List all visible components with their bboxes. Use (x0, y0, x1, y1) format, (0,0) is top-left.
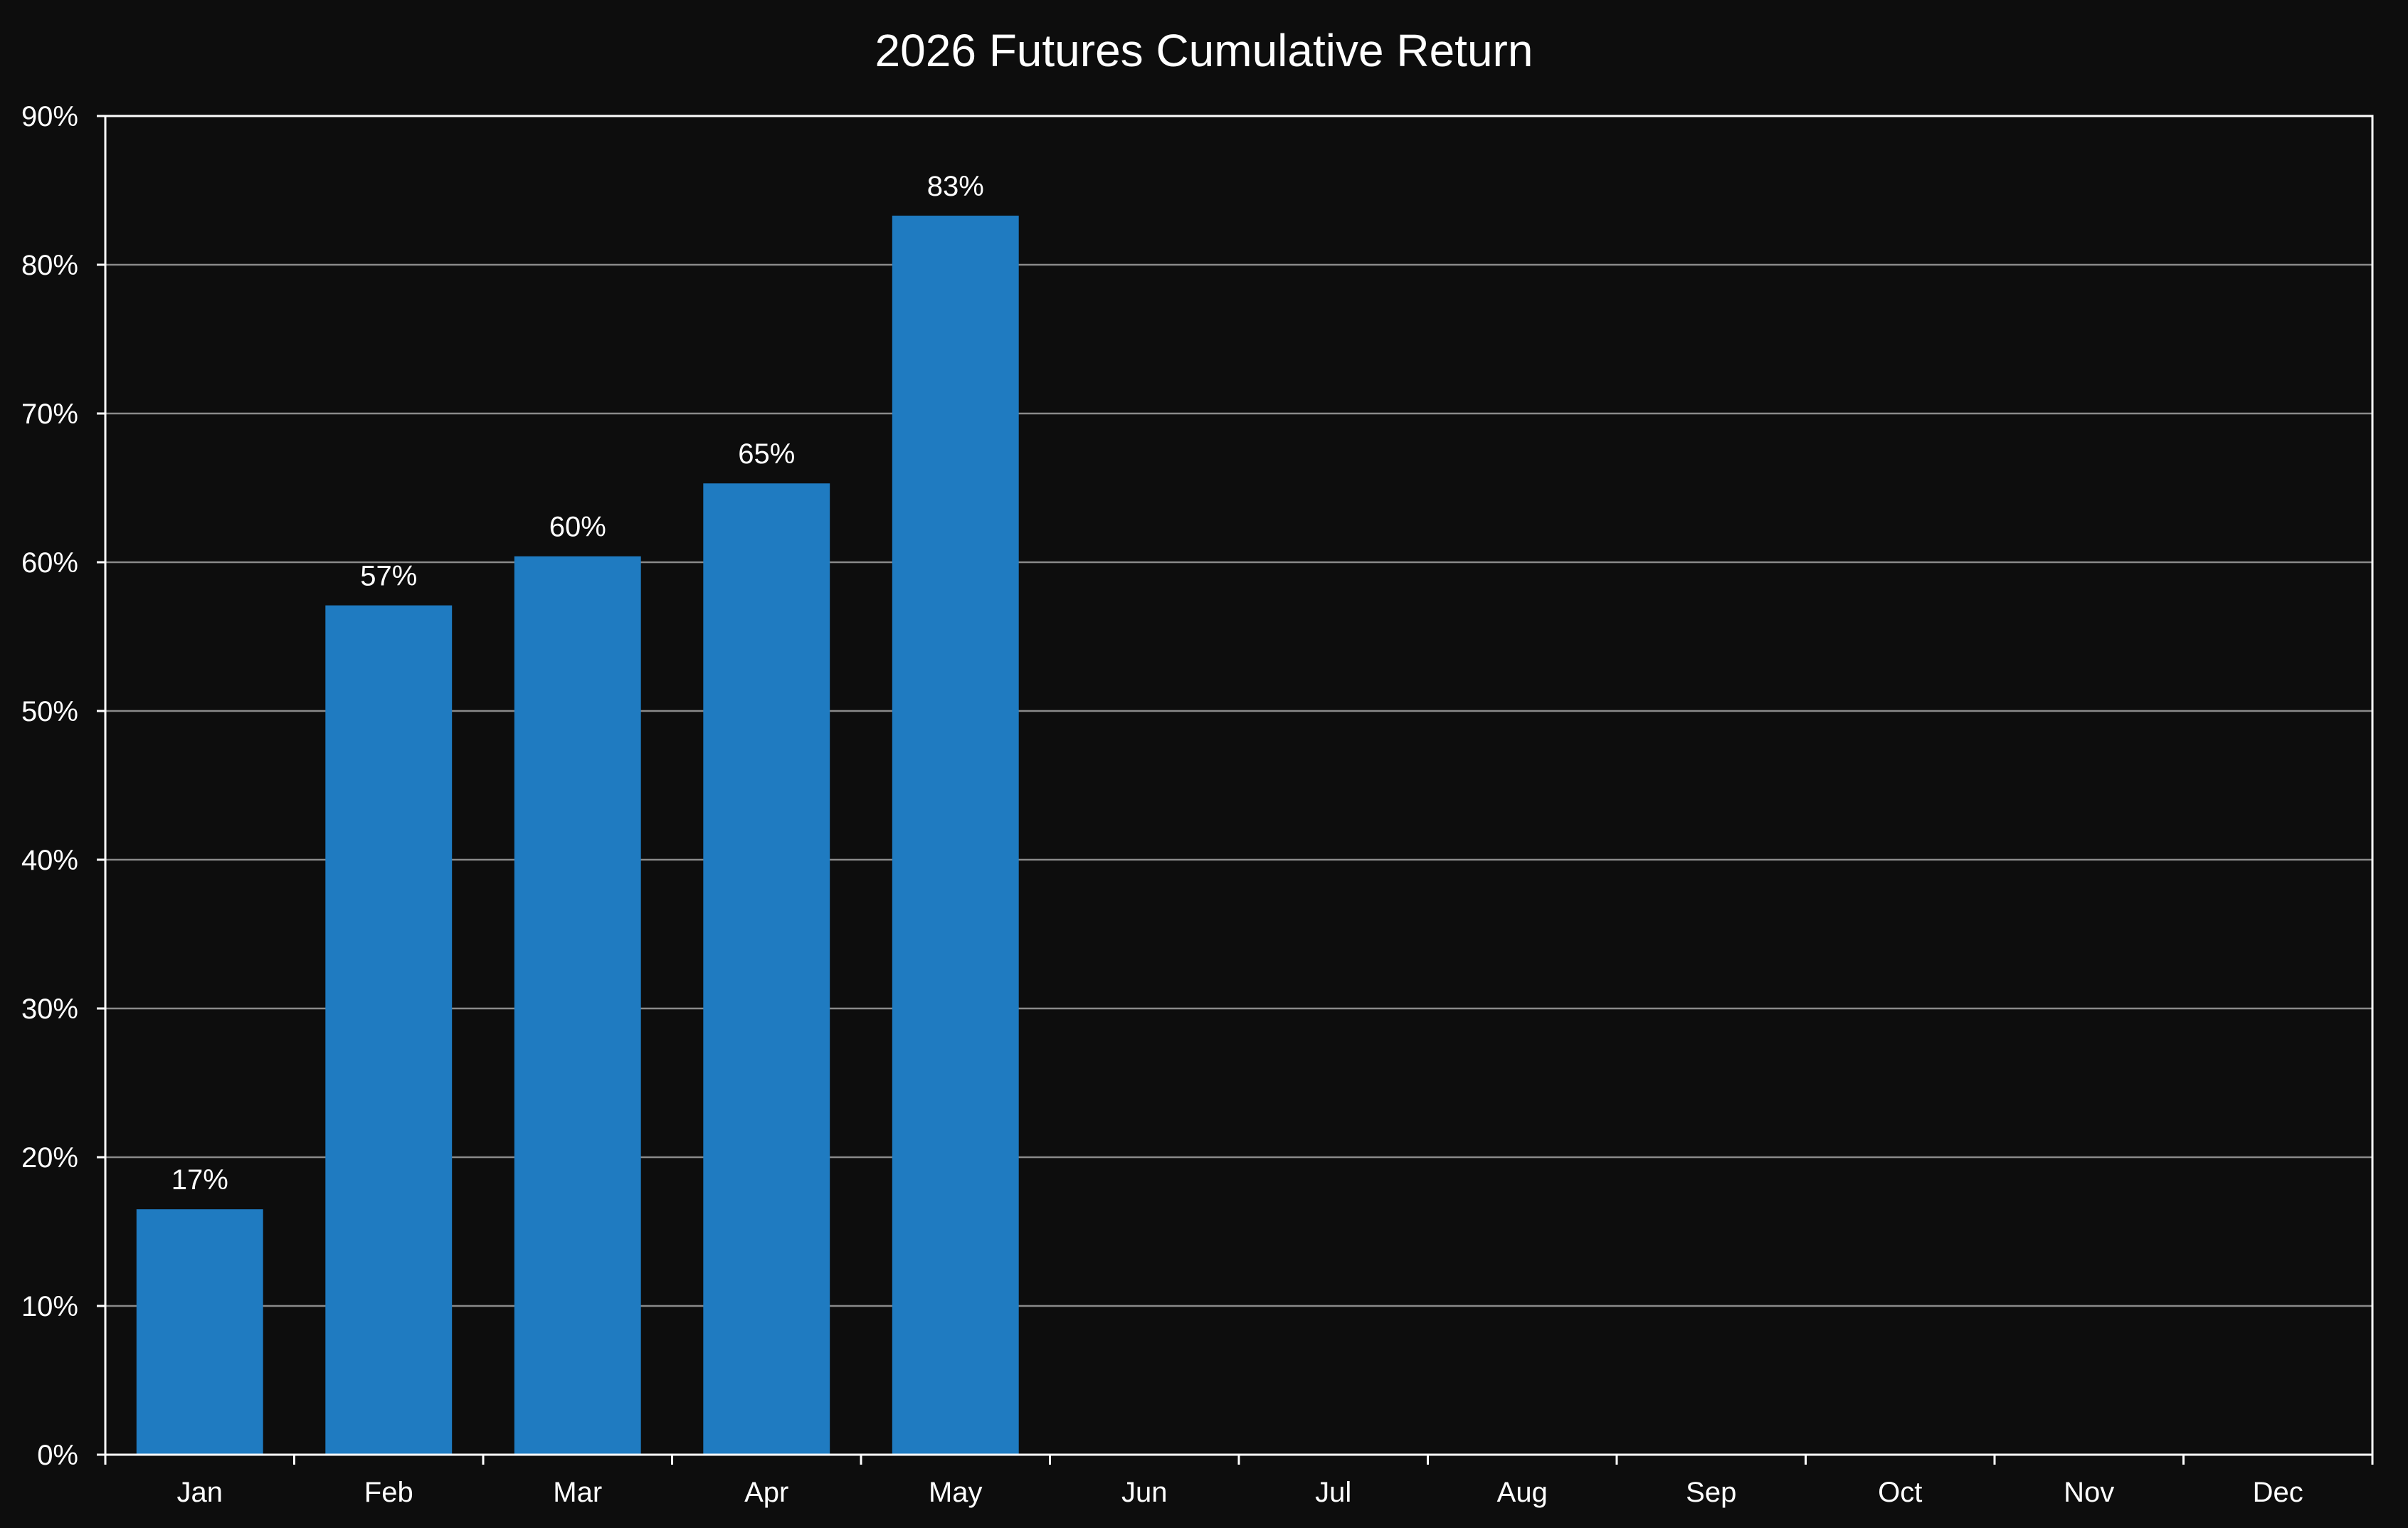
x-tick-label: Jul (1315, 1477, 1351, 1508)
data-label-may: 83% (927, 171, 984, 202)
data-label-apr: 65% (738, 438, 795, 470)
data-label-jan: 17% (171, 1164, 228, 1196)
x-tick-label: Feb (364, 1477, 413, 1508)
data-label-mar: 60% (549, 512, 606, 543)
x-tick-label: Apr (744, 1477, 788, 1508)
y-tick-label: 40% (21, 845, 78, 876)
y-tick-label: 70% (21, 399, 78, 430)
x-tick-label: Jun (1121, 1477, 1168, 1508)
x-tick-label: Aug (1497, 1477, 1548, 1508)
bars (136, 216, 1019, 1455)
bar-may (892, 216, 1019, 1455)
y-tick-label: 90% (21, 101, 78, 132)
x-tick-label: Dec (2253, 1477, 2303, 1508)
y-tick-label: 60% (21, 547, 78, 579)
bar-jan (136, 1209, 263, 1455)
x-tick-label: Nov (2064, 1477, 2114, 1508)
x-tick-label: Mar (553, 1477, 602, 1508)
bar-mar (514, 556, 641, 1455)
bar-apr (703, 483, 830, 1455)
x-tick-label: May (929, 1477, 983, 1508)
x-axis: Jan Feb Mar Apr May Jun Jul Aug Sep Oct Nov Dec (104, 1455, 2374, 1508)
data-labels: 17% 57% 60% 65% 83% (171, 171, 984, 1196)
bar-feb (325, 605, 453, 1455)
gridlines (105, 263, 2372, 1307)
x-tick-label: Jan (177, 1477, 223, 1508)
y-tick-label: 20% (21, 1142, 78, 1174)
y-tick-label: 30% (21, 994, 78, 1025)
chart-title: 2026 Futures Cumulative Return (875, 25, 1533, 76)
y-tick-label: 80% (21, 250, 78, 281)
y-tick-label: 50% (21, 696, 78, 727)
y-tick-label: 10% (21, 1291, 78, 1322)
x-tick-label: Oct (1878, 1477, 1922, 1508)
y-axis: 0% 10% 20% 30% 40% 50% 60% 70% 80% 90% (21, 101, 105, 1471)
x-tick-label: Sep (1686, 1477, 1736, 1508)
y-tick-label: 0% (37, 1440, 78, 1471)
data-label-feb: 57% (360, 561, 417, 592)
